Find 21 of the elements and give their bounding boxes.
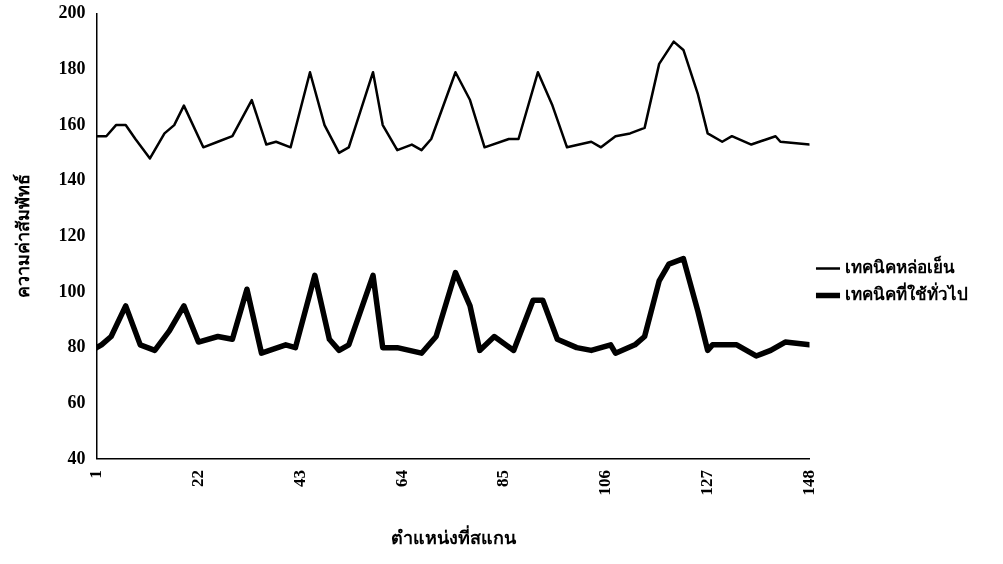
x-tick-label: 64 [391,469,411,487]
x-tick-label: 127 [697,469,717,496]
y-tick-label: 60 [67,391,86,412]
x-tick-label: 106 [595,469,615,496]
y-tick-label: 100 [58,280,86,301]
x-tick-label: 43 [289,469,309,487]
y-tick-label: 200 [58,2,86,23]
y-tick-label: 120 [58,225,86,246]
x-axis-title: ตำแหน่งที่สแกน [390,524,517,548]
x-tick-label: 148 [798,469,818,496]
x-tick-label: 22 [187,469,207,487]
y-tick-label: 160 [58,113,86,134]
y-tick-label: 140 [58,169,86,190]
y-tick-label: 180 [58,58,86,79]
legend-label: เทคนิคหล่อเย็น [845,254,955,277]
legend-label: เทคนิคที่ใช้ทั่วไป [845,281,968,304]
y-tick-label: 80 [67,336,86,357]
y-tick-label: 40 [67,447,86,468]
y-axis-title: ความค่าสัมพัทธ์ [12,174,34,299]
x-tick-label: 1 [85,469,105,479]
x-tick-label: 85 [493,469,513,487]
